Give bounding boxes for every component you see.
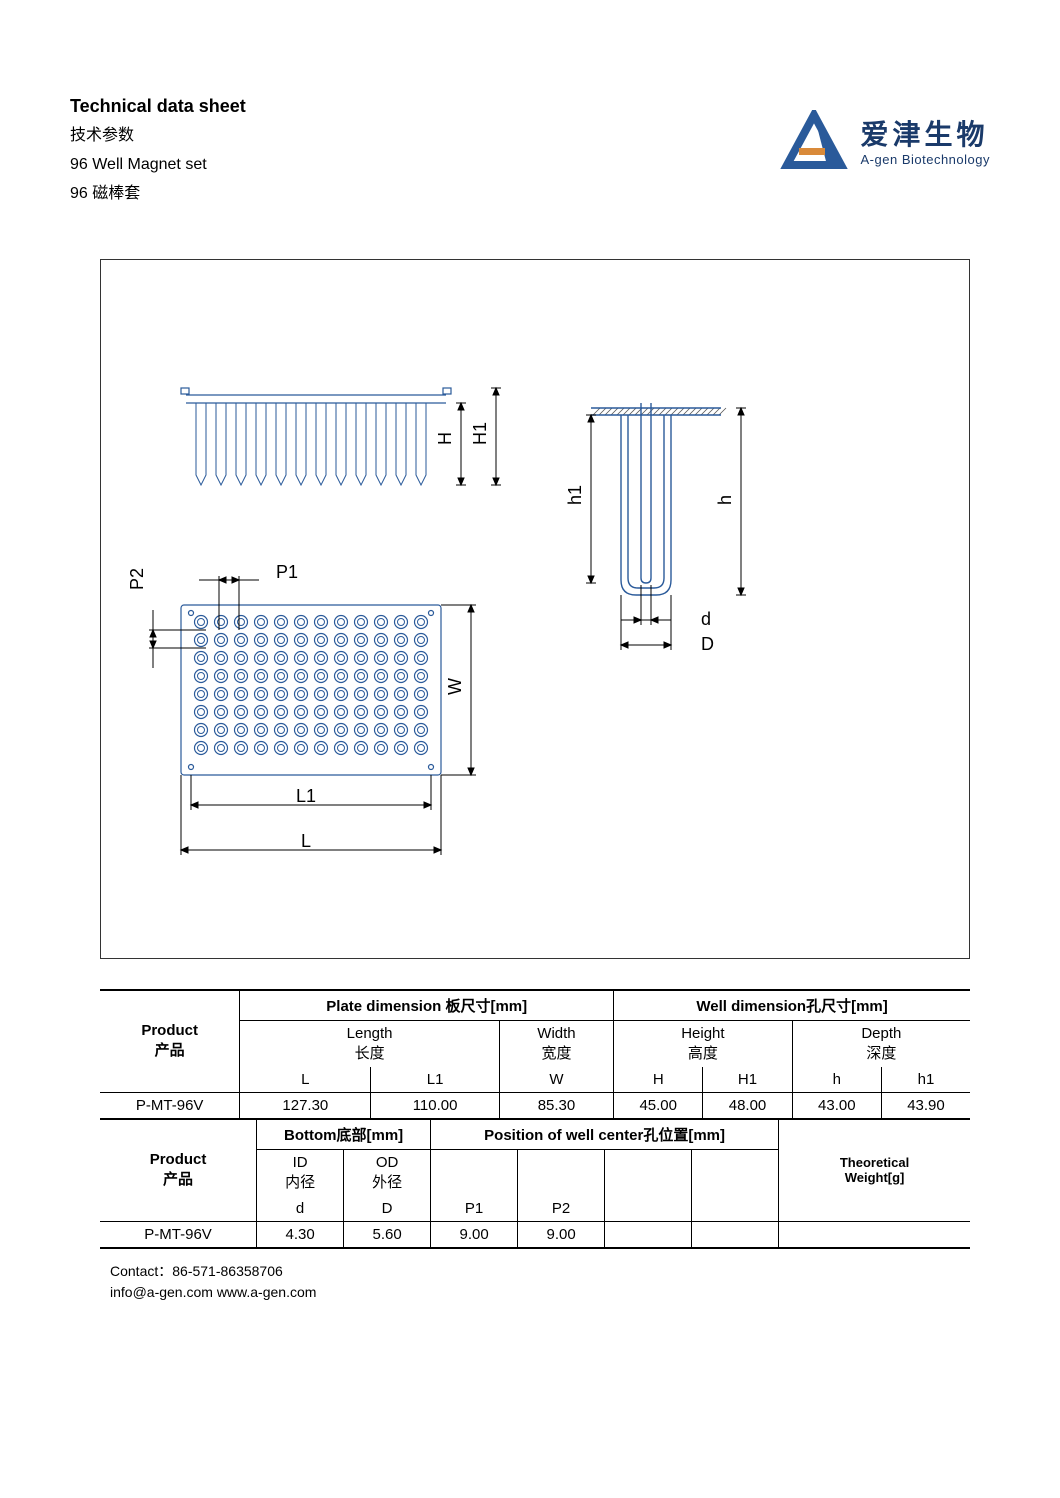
t2-P2: P2 [518, 1196, 605, 1222]
t1-row-L: 127.30 [240, 1092, 371, 1119]
t1-h1s: h1 [881, 1067, 970, 1093]
t2-row-D: 5.60 [344, 1221, 431, 1248]
t1-L: L [240, 1067, 371, 1093]
t1-section1: Plate dimension 板尺寸[mm] [240, 990, 614, 1021]
t2-product-header: Product 产品 [100, 1120, 257, 1222]
t1-row-L1: 110.00 [371, 1092, 500, 1119]
t1-H1: H1 [703, 1067, 792, 1093]
spec-tables: Product 产品 Plate dimension 板尺寸[mm] Well … [100, 989, 970, 1249]
table-dimensions-1: Product 产品 Plate dimension 板尺寸[mm] Well … [100, 989, 970, 1120]
t1-row-product: P-MT-96V [100, 1092, 240, 1119]
dim-label-D: D [701, 634, 714, 654]
t1-length: Length长度 [240, 1020, 500, 1067]
t1-row-W: 85.30 [499, 1092, 613, 1119]
t2-od: OD外径 [344, 1149, 431, 1196]
t1-row-h: 43.00 [792, 1092, 881, 1119]
t1-height: Height高度 [614, 1020, 793, 1067]
t2-row-d: 4.30 [257, 1221, 344, 1248]
t1-product-header: Product 产品 [100, 990, 240, 1093]
t2-row-product: P-MT-96V [100, 1221, 257, 1248]
t1-row-H1: 48.00 [703, 1092, 792, 1119]
dim-label-L1: L1 [296, 786, 316, 806]
dim-label-H1: H1 [470, 422, 490, 445]
header: Technical data sheet 技术参数 96 Well Magnet… [70, 90, 990, 209]
t2-P1: P1 [431, 1196, 518, 1222]
t2-section2: Position of well center孔位置[mm] [431, 1120, 779, 1150]
t2-row-P1: 9.00 [431, 1221, 518, 1248]
t1-L1: L1 [371, 1067, 500, 1093]
logo-text: 爱津生物 A-gen Biotechnology [861, 118, 990, 167]
dim-label-L: L [301, 831, 311, 851]
title-block: Technical data sheet 技术参数 96 Well Magnet… [70, 90, 246, 209]
t2-d: d [257, 1196, 344, 1222]
logo-icon [779, 110, 849, 175]
logo: 爱津生物 A-gen Biotechnology [779, 110, 990, 175]
dim-label-H: H [435, 432, 455, 445]
logo-name-cn: 爱津生物 [861, 118, 990, 152]
title-en: Technical data sheet [70, 90, 246, 122]
t2-row-weight [779, 1221, 970, 1248]
t1-section2: Well dimension孔尺寸[mm] [614, 990, 970, 1021]
product-cn: 96 磁棒套 [70, 180, 246, 209]
t1-row-h1: 43.90 [881, 1092, 970, 1119]
footer-contact: Contact：86-571-86358706 [110, 1261, 990, 1282]
dim-label-P2: P2 [127, 568, 147, 590]
dim-label-d: d [701, 609, 711, 629]
t2-weight-header: TheoreticalWeight[g] [779, 1120, 970, 1222]
t1-H: H [614, 1067, 703, 1093]
table-dimensions-2: Product 产品 Bottom底部[mm] Position of well… [100, 1120, 970, 1249]
technical-diagram: H H1 [100, 259, 970, 959]
t1-row-H: 45.00 [614, 1092, 703, 1119]
footer: Contact：86-571-86358706 info@a-gen.com w… [110, 1261, 990, 1303]
t1-W: W [499, 1067, 613, 1093]
t1-hs: h [792, 1067, 881, 1093]
product-en: 96 Well Magnet set [70, 151, 246, 180]
t2-Dcap: D [344, 1196, 431, 1222]
t2-row-P2: 9.00 [518, 1221, 605, 1248]
footer-info: info@a-gen.com www.a-gen.com [110, 1282, 990, 1303]
t1-width: Width宽度 [499, 1020, 613, 1067]
dim-label-h: h [715, 495, 735, 505]
logo-name-en: A-gen Biotechnology [861, 152, 990, 168]
t1-depth: Depth深度 [792, 1020, 970, 1067]
t2-section1: Bottom底部[mm] [257, 1120, 431, 1150]
dim-label-h1: h1 [565, 485, 585, 505]
title-cn: 技术参数 [70, 122, 246, 151]
dim-label-W: W [445, 678, 465, 695]
dim-label-P1: P1 [276, 562, 298, 582]
t2-id: ID内径 [257, 1149, 344, 1196]
